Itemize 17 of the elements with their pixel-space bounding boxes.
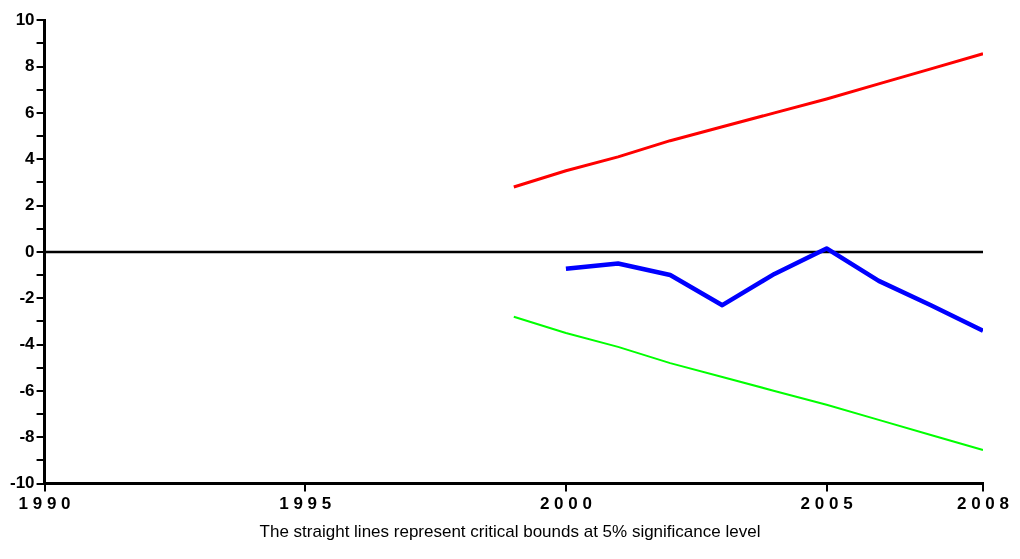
y-tick-label: 2 [25,195,35,215]
x-tick-label: 1 9 9 5 [279,494,332,514]
y-tick-label: 10 [15,9,35,29]
y-tick-label: -4 [19,334,36,354]
y-tick-label: -6 [19,380,35,400]
y-tick-label: 4 [25,148,36,168]
y-tick-label: -10 [9,473,35,493]
x-tick-label: 2 0 0 8 [957,494,1010,514]
x-tick-label: 1 9 9 0 [18,494,71,514]
y-tick-label: 0 [25,241,35,261]
x-tick-label: 2 0 0 0 [539,494,592,514]
y-tick-label: -2 [19,287,35,307]
text: The straight lines represent critical bounds at 5% significance level [258,522,762,542]
x-tick-label: 2 0 0 5 [800,494,853,514]
y-tick-label: -8 [19,426,35,446]
y-tick-label: 8 [25,56,35,76]
y-tick-label: 6 [25,102,35,122]
